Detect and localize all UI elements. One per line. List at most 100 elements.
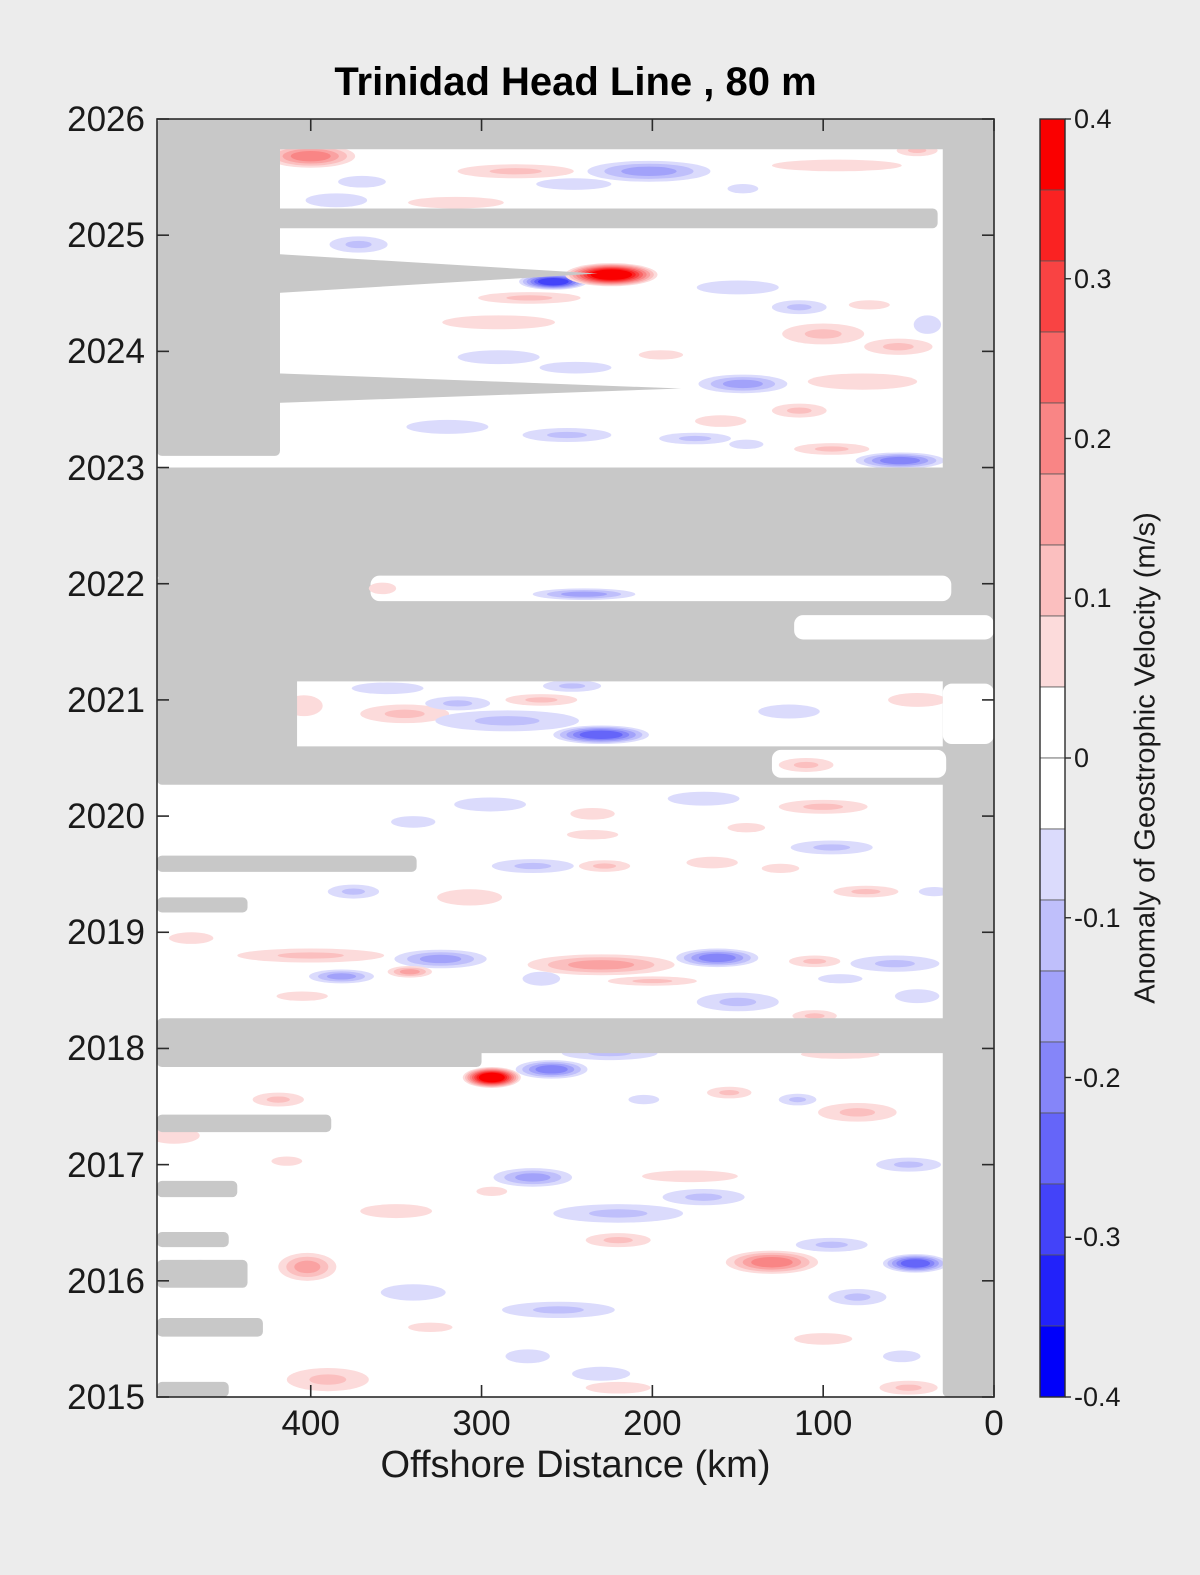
anomaly-blob: [882, 1350, 921, 1363]
colorbar: [1039, 118, 1071, 1398]
anomaly-blob: [579, 730, 623, 739]
anomaly-blob: [522, 971, 561, 986]
y-tick-label: 2016: [67, 1261, 145, 1301]
anomaly-blob: [794, 1333, 853, 1345]
colorbar-segment: [1039, 1183, 1066, 1256]
anomaly-blob: [727, 184, 759, 194]
anomaly-blob: [880, 456, 921, 465]
colorbar-segment: [1039, 686, 1066, 759]
missing-data-region: [157, 1232, 229, 1248]
anomaly-blob: [818, 974, 863, 984]
anomaly-blob: [667, 791, 740, 806]
anomaly-blob: [761, 863, 800, 874]
x-tick-label: 100: [793, 1404, 853, 1443]
colorbar-tick-label: -0.2: [1074, 1062, 1121, 1093]
anomaly-blob: [570, 807, 615, 820]
anomaly-blob: [686, 856, 738, 869]
anomaly-blob: [678, 435, 712, 442]
anomaly-field: [157, 144, 950, 1395]
colorbar-segment: [1039, 402, 1066, 475]
anomaly-blob: [804, 329, 842, 339]
missing-data-region: [221, 208, 938, 229]
anomaly-blob: [360, 1204, 433, 1219]
y-tick-label: 2015: [67, 1378, 145, 1417]
anomaly-blob: [442, 315, 556, 330]
colorbar-segment: [1039, 970, 1066, 1043]
anomaly-blob: [533, 1306, 584, 1314]
anomaly-blob: [566, 830, 619, 840]
anomaly-blob: [719, 997, 757, 1007]
anomaly-blob: [309, 1374, 347, 1385]
colorbar-tick-label: -0.3: [1074, 1222, 1121, 1253]
anomaly-blob: [722, 379, 763, 389]
anomaly-blob: [603, 1237, 633, 1244]
anomaly-blob: [572, 1366, 631, 1381]
anomaly-blob: [729, 439, 764, 449]
colorbar-segment: [1039, 828, 1066, 901]
anomaly-blob: [789, 1096, 807, 1103]
anomaly-blob: [341, 888, 365, 895]
missing-data-region: [157, 1381, 229, 1397]
y-tick-label: 2018: [67, 1029, 145, 1069]
anomaly-blob: [786, 407, 812, 414]
colorbar-tick-label: 0.3: [1074, 263, 1112, 294]
anomaly-blob: [590, 269, 633, 280]
colorbar-tick-label: 0.4: [1074, 104, 1112, 134]
anomaly-blob: [457, 350, 540, 365]
anomaly-blob: [537, 277, 569, 286]
colorbar-segment: [1039, 1325, 1066, 1398]
colorbar-segment: [1039, 189, 1066, 262]
anomaly-blob: [437, 889, 503, 906]
anomaly-blob: [685, 1193, 723, 1201]
colorbar-segment: [1039, 757, 1066, 830]
anomaly-blob: [844, 1293, 871, 1301]
y-tick-label: 2023: [67, 448, 145, 488]
missing-data-region: [157, 1042, 482, 1068]
anomaly-blob: [506, 295, 553, 301]
colorbar-tick-label: 0: [1074, 743, 1090, 773]
anomaly-blob: [894, 989, 940, 1004]
colorbar-segment: [1039, 331, 1066, 404]
anomaly-blob: [804, 1013, 825, 1019]
data-patch-layer: [370, 575, 994, 778]
anomaly-blob: [815, 1241, 848, 1248]
anomaly-blob: [771, 159, 902, 172]
x-tick-label: 0: [984, 1404, 1004, 1443]
anomaly-blob: [874, 959, 915, 968]
anomaly-blob: [406, 419, 489, 434]
anomaly-blob: [539, 361, 612, 374]
anomaly-blob: [454, 797, 526, 812]
anomaly-blob: [888, 692, 947, 707]
anomaly-blob: [882, 343, 914, 351]
y-tick-label: 2024: [67, 332, 145, 372]
anomaly-blob: [593, 863, 617, 869]
missing-data-region: [157, 576, 994, 682]
anomaly-blob: [621, 166, 677, 176]
anomaly-blob: [290, 150, 331, 162]
anomaly-blob: [918, 886, 950, 897]
chart-title: Trinidad Head Line , 80 m: [334, 60, 817, 104]
anomaly-blob: [814, 446, 849, 452]
colorbar-segment: [1039, 473, 1066, 546]
colorbar-tick-label: 0.1: [1074, 583, 1112, 614]
anomaly-blob: [168, 932, 214, 944]
anomaly-blob: [408, 196, 504, 209]
anomaly-blob: [489, 168, 542, 175]
colorbar-tick-label: -0.4: [1074, 1382, 1121, 1412]
anomaly-blob: [758, 704, 820, 719]
colorbar-segment: [1039, 118, 1066, 191]
colorbar-segment: [1039, 544, 1066, 617]
anomaly-blob: [345, 240, 372, 249]
anomaly-blob: [900, 1259, 931, 1268]
data-patch: [942, 683, 994, 745]
anomaly-field-top: [368, 582, 834, 772]
anomaly-blob: [443, 700, 473, 707]
anomaly-blob: [368, 582, 397, 595]
colorbar-tick-label: 0.2: [1074, 423, 1112, 454]
anomaly-blob: [913, 315, 942, 334]
y-tick-label: 2025: [67, 216, 145, 256]
anomaly-blob: [642, 1170, 738, 1183]
anomaly-blob: [588, 1209, 648, 1218]
anomaly-blob: [419, 954, 462, 964]
